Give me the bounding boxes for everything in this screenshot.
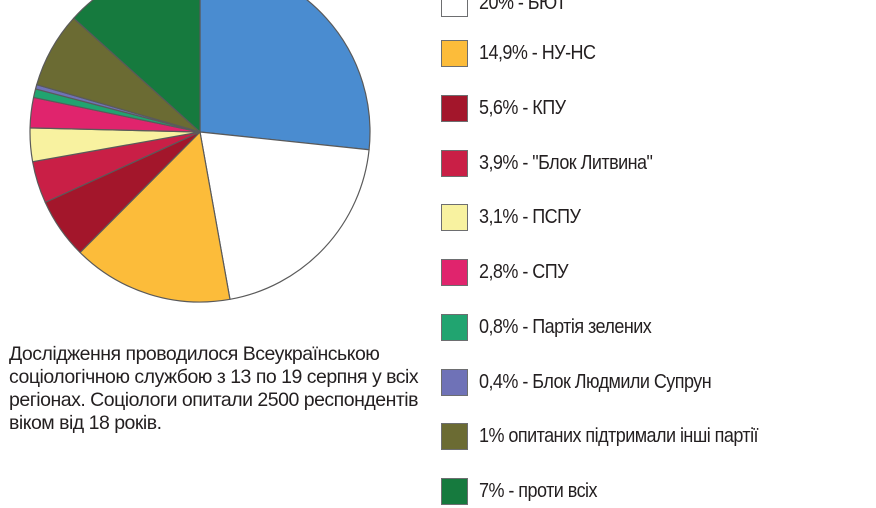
legend-swatch xyxy=(441,0,468,17)
legend-swatch xyxy=(441,368,468,396)
legend-item-greens: 0,8% - Партія зелених xyxy=(441,310,670,344)
legend-label: 0,8% - Партія зелених xyxy=(479,315,652,338)
legend-label: 1% опитаних підтримали інші партії xyxy=(479,424,759,447)
legend-label: 3,1% - ПСПУ xyxy=(479,205,581,228)
pie-slice-1 xyxy=(199,131,370,300)
pie-slice-2 xyxy=(79,131,231,303)
legend-swatch xyxy=(441,94,468,122)
legend-item-byut: 20% - БЮТ xyxy=(441,0,576,20)
pie-slice-10 xyxy=(73,0,201,133)
legend-item-kpu: 5,6% - КПУ xyxy=(441,91,575,125)
legend-item-lytvyn: 3,9% - "Блок Литвина" xyxy=(441,146,672,180)
legend-label: 0,4% - Блок Людмили Супрун xyxy=(479,370,712,393)
survey-note: Дослідження проводилося Всеукраїнською с… xyxy=(9,343,419,434)
legend-swatch xyxy=(441,258,468,286)
legend-item-against-all: 7% - проти всіх xyxy=(441,474,610,508)
pie-chart xyxy=(29,0,371,303)
legend-swatch xyxy=(441,39,468,67)
legend-label: 14,9% - НУ-НС xyxy=(479,41,596,64)
legend-label: 5,6% - КПУ xyxy=(479,96,566,119)
legend-swatch xyxy=(441,313,468,341)
legend-label: 20% - БЮТ xyxy=(479,0,567,14)
legend-item-pspu: 3,1% - ПСПУ xyxy=(441,200,592,234)
pie-slice-0 xyxy=(199,0,371,151)
legend-label: 3,9% - "Блок Литвина" xyxy=(479,151,653,174)
legend-label: 7% - проти всіх xyxy=(479,479,597,502)
legend-swatch xyxy=(441,203,468,231)
legend-label: 2,8% - СПУ xyxy=(479,260,569,283)
legend-item-suprun: 0,4% - Блок Людмили Супрун xyxy=(441,365,737,399)
legend-swatch xyxy=(441,477,468,505)
legend-swatch xyxy=(441,422,468,450)
legend-item-nu-ns: 14,9% - НУ-НС xyxy=(441,36,608,70)
legend-swatch xyxy=(441,149,468,177)
legend-item-other-parties: 1% опитаних підтримали інші партії xyxy=(441,419,789,453)
legend-item-spu: 2,8% - СПУ xyxy=(441,255,578,289)
